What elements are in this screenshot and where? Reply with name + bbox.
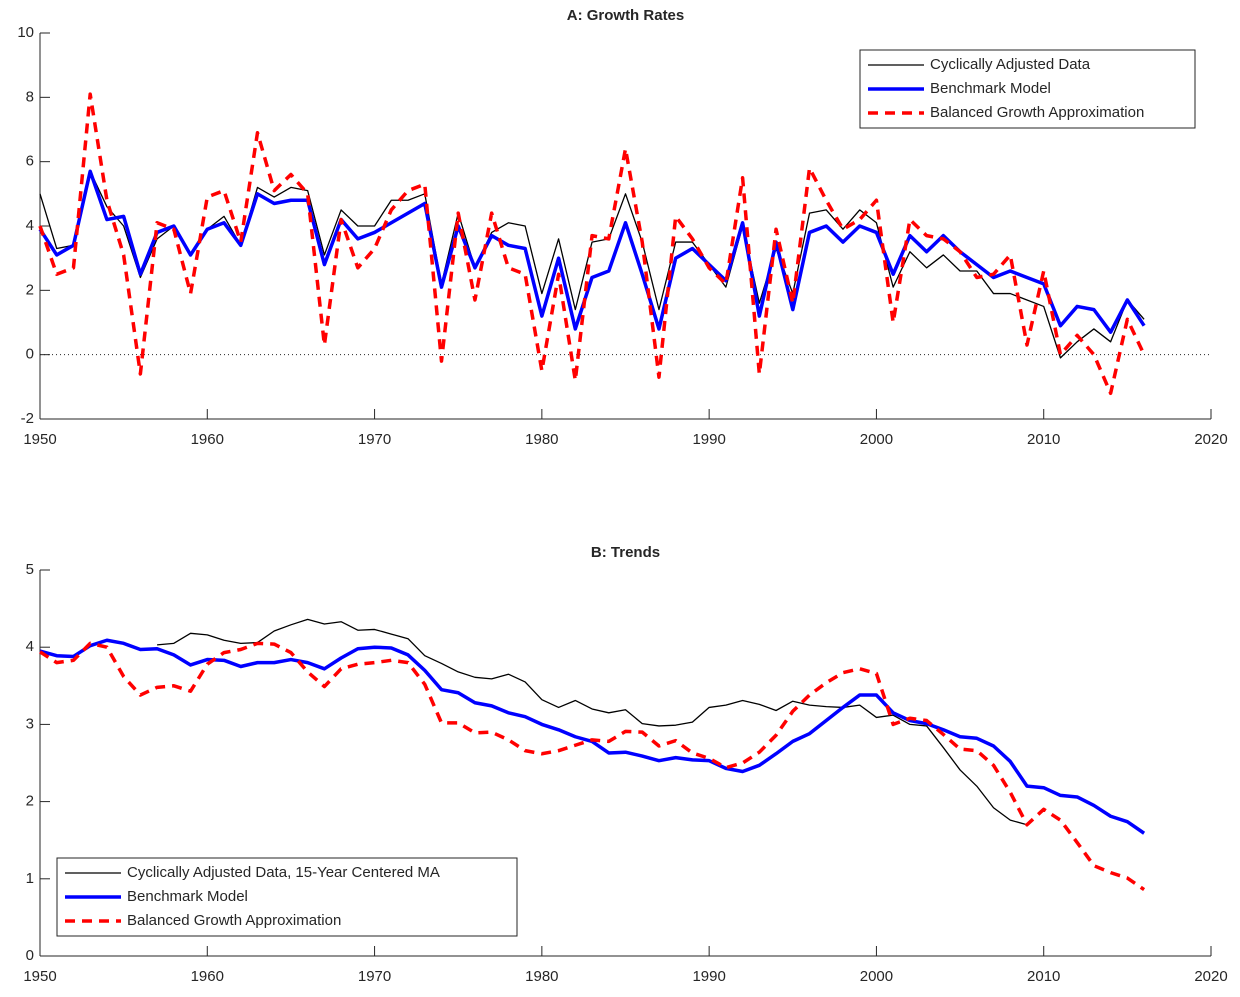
x-tick-label: 1970: [358, 968, 391, 985]
x-tick-label: 1990: [692, 431, 725, 448]
y-tick-label: 1: [26, 870, 34, 887]
y-tick-label: 5: [26, 561, 34, 578]
x-tick-label: 2010: [1027, 431, 1060, 448]
chart-title: B: Trends: [591, 544, 660, 561]
legend-label: Balanced Growth Approximation: [930, 104, 1144, 121]
x-tick-label: 2000: [860, 431, 893, 448]
chart-title: A: Growth Rates: [567, 7, 685, 24]
y-tick-label: -2: [21, 410, 34, 427]
y-tick-label: 6: [26, 153, 34, 170]
legend-label: Cyclically Adjusted Data: [930, 56, 1091, 73]
x-tick-label: 2020: [1194, 431, 1227, 448]
x-tick-label: 1960: [191, 431, 224, 448]
x-tick-label: 2010: [1027, 968, 1060, 985]
y-tick-label: 3: [26, 715, 34, 732]
x-tick-label: 1980: [525, 431, 558, 448]
y-tick-label: 2: [26, 793, 34, 810]
series-line: [39, 638, 1146, 835]
x-tick-label: 2000: [860, 968, 893, 985]
x-tick-label: 1990: [692, 968, 725, 985]
y-tick-label: 10: [17, 24, 34, 41]
x-tick-label: 1960: [191, 968, 224, 985]
series-line: [39, 170, 1145, 359]
series-line: [157, 618, 1028, 826]
y-tick-label: 0: [26, 947, 34, 964]
y-tick-label: 0: [26, 346, 34, 363]
legend-label: Benchmark Model: [930, 80, 1051, 97]
x-tick-label: 1950: [23, 431, 56, 448]
legend-box: [859, 49, 1196, 129]
y-tick-label: 4: [26, 638, 34, 655]
series-line: [39, 641, 1146, 892]
y-tick-label: 2: [26, 281, 34, 298]
legend-label: Balanced Growth Approximation: [127, 912, 341, 929]
x-tick-label: 2020: [1194, 968, 1227, 985]
y-tick-label: 4: [26, 217, 34, 234]
x-tick-label: 1950: [23, 968, 56, 985]
legend-label: Cyclically Adjusted Data, 15-Year Center…: [127, 864, 440, 881]
x-tick-label: 1980: [525, 968, 558, 985]
x-tick-label: 1970: [358, 431, 391, 448]
series-line: [38, 92, 1146, 396]
series-line: [38, 169, 1146, 334]
legend-label: Benchmark Model: [127, 888, 248, 905]
y-tick-label: 8: [26, 88, 34, 105]
legend-box: [56, 857, 518, 937]
